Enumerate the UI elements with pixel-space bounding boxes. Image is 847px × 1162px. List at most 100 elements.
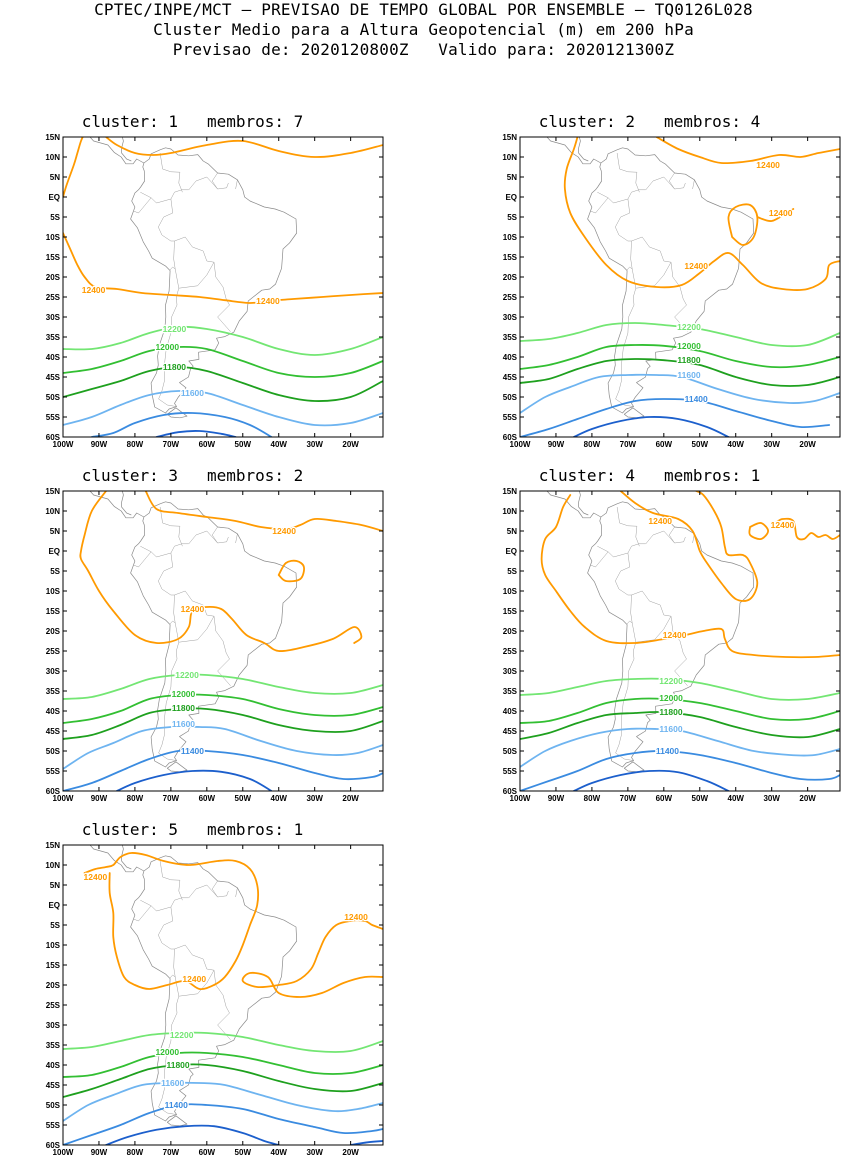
lat-tick-label: 10S [503,587,518,596]
contour-label: 12400 [84,872,108,882]
lat-tick-label: 40S [46,353,61,362]
lon-tick-label: 50W [692,794,709,803]
cluster-title: cluster: 4 membros: 1 [538,466,761,485]
country-border [615,642,637,761]
country-border [597,545,628,558]
lon-tick-label: 90W [91,1148,108,1157]
lon-tick-label: 50W [235,1148,252,1157]
contour-12400 [655,137,840,165]
contour-12000 [520,697,840,724]
coastline [166,761,188,773]
map-frame [62,136,384,438]
contour-12200 [63,673,383,700]
lat-tick-label: 15N [45,487,60,496]
lon-tick-label: 40W [728,440,745,449]
lat-tick-label: 5N [507,527,517,536]
country-border [159,506,183,547]
contour-11800 [63,707,383,740]
lon-tick-label: 60W [656,794,673,803]
lat-tick-label: 15S [46,607,61,616]
country-border [616,152,640,193]
lon-tick-label: 90W [91,794,108,803]
basemap-outline [546,136,755,419]
contour-11200 [105,1124,280,1145]
lon-tick-label: 80W [584,440,601,449]
lat-tick-label: 10S [503,233,518,242]
contour-label: 11800 [163,362,186,372]
contour-label: 12400 [684,261,708,271]
contour-12400 [619,491,759,602]
lon-tick-label: 50W [692,440,709,449]
contour-label: 12000 [659,693,683,703]
coastline [89,490,145,519]
contour-label: 12400 [771,520,795,530]
lon-tick-label: 60W [199,794,216,803]
country-border [668,526,675,544]
lon-tick-label: 20W [342,440,359,449]
lat-tick-label: 10N [502,507,517,516]
lat-tick-label: 55S [46,1121,61,1130]
coastline [166,407,188,419]
lon-tick-label: 70W [163,1148,180,1157]
lat-tick-label: 35S [503,333,518,342]
lat-tick-label: 15N [502,133,517,142]
contour-11800 [63,366,383,402]
contour-label: 12200 [677,322,701,332]
lat-tick-label: 55S [46,767,61,776]
lat-tick-label: 5S [50,213,60,222]
lat-tick-label: 45S [503,727,518,736]
contour-11800 [520,358,840,387]
country-border [692,179,695,190]
country-border [616,506,640,547]
coastline [623,407,645,419]
country-border [615,288,637,407]
lat-tick-label: 15N [45,133,60,142]
contour-label: 12000 [677,341,701,351]
coastline [587,147,755,414]
country-border [663,176,686,190]
lat-tick-label: 10N [502,153,517,162]
contour-12400 [756,208,795,222]
lon-tick-label: 40W [728,794,745,803]
lon-tick-label: 70W [620,794,637,803]
country-border [211,526,218,544]
lat-tick-label: 50S [46,747,61,756]
lat-tick-label: 50S [503,393,518,402]
lat-tick-label: 20S [46,273,61,282]
lon-tick-label: 60W [199,440,216,449]
lat-tick-label: 50S [46,1101,61,1110]
coastline [587,501,755,768]
contour-lines [63,491,383,791]
lat-tick-label: 10S [46,587,61,596]
country-border [159,860,183,901]
lat-tick-label: 20S [46,627,61,636]
contour-11600 [63,1081,383,1122]
lat-tick-label: 60S [503,787,518,796]
country-border [158,996,180,1115]
geopotential-map: 12400 12400 12400 12200 12000 11800 11600 11400… [502,487,841,803]
contour-12400 [83,852,259,991]
country-border [631,262,672,289]
lat-tick-label: 35S [46,333,61,342]
contour-12400 [540,494,840,659]
coastline [89,844,145,873]
coastline [546,136,602,165]
contour-11200 [349,1140,383,1145]
country-border [174,970,215,997]
contour-11600 [63,389,383,427]
map-frame [62,844,384,1146]
country-border [133,551,152,568]
lon-tick-label: 100W [53,1148,74,1157]
lat-tick-label: 20S [503,273,518,282]
contour-11400 [520,750,840,791]
lat-tick-label: 55S [46,413,61,422]
lon-tick-label: 90W [548,440,565,449]
lon-tick-label: 30W [763,794,780,803]
contour-12400 [79,491,363,653]
lon-tick-label: 100W [510,440,531,449]
lat-tick-label: 60S [46,787,61,796]
lat-tick-label: 5S [507,213,517,222]
contour-label: 12400 [344,912,368,922]
contour-12400 [105,137,383,158]
contour-lines [63,852,383,1145]
